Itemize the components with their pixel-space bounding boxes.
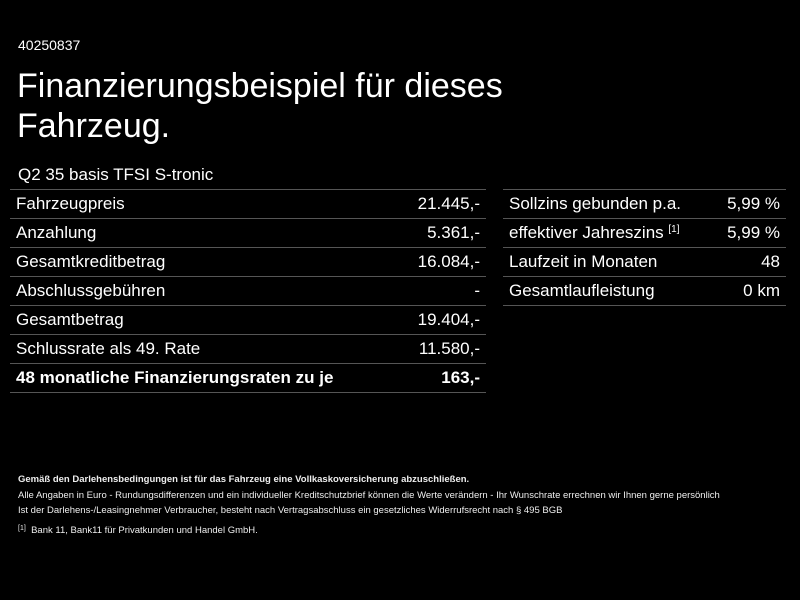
row-value: 21.445,-: [398, 189, 486, 219]
rates-table: Sollzins gebunden p.a. 5,99 % effektiver …: [503, 189, 786, 306]
footnote-text: Bank 11, Bank11 für Privatkunden und Han…: [31, 525, 258, 536]
financing-table: Fahrzeugpreis 21.445,- Anzahlung 5.361,- G…: [10, 189, 486, 393]
table-row: effektiver Jahreszins [1] 5,99 %: [503, 218, 786, 248]
table-row: Fahrzeugpreis 21.445,-: [10, 189, 486, 219]
table-row: Sollzins gebunden p.a. 5,99 %: [503, 189, 786, 219]
model-name: Q2 35 basis TFSI S-tronic: [18, 165, 214, 184]
footnote-mark: [1]: [18, 525, 26, 532]
disclaimer-line-2: Ist der Darlehens-/Leasingnehmer Verbrau…: [18, 505, 563, 516]
table-row: 48 monatliche Finanzierungsraten zu je 16…: [10, 363, 486, 393]
table-row: Anzahlung 5.361,-: [10, 218, 486, 248]
offer-id: 40250837: [18, 37, 81, 53]
row-label: 48 monatliche Finanzierungsraten zu je: [10, 363, 399, 393]
table-row: Schlussrate als 49. Rate 11.580,-: [10, 334, 486, 364]
label-text: effektiver Jahreszins: [509, 223, 664, 242]
table-row: Gesamtlaufleistung 0 km: [503, 276, 786, 306]
row-value: -: [398, 276, 486, 306]
row-value: 19.404,-: [398, 305, 486, 335]
row-label: Fahrzeugpreis: [10, 189, 399, 219]
footnote-mark: [1]: [668, 224, 680, 235]
row-label: Gesamtkreditbetrag: [10, 247, 399, 277]
row-value: 5.361,-: [398, 218, 486, 248]
row-label: Laufzeit in Monaten: [503, 247, 713, 277]
row-value: 5,99 %: [712, 189, 786, 219]
row-label: Sollzins gebunden p.a.: [503, 189, 713, 219]
row-value: 5,99 %: [712, 218, 786, 248]
row-value: 0 km: [712, 276, 786, 306]
footnote: [1] Bank 11, Bank11 für Privatkunden und…: [18, 525, 258, 536]
page-title: Finanzierungsbeispiel für dieses Fahrzeu…: [17, 67, 503, 145]
row-value: 48: [712, 247, 786, 277]
row-label: Anzahlung: [10, 218, 399, 248]
row-label: Gesamtlaufleistung: [503, 276, 713, 306]
insurance-note: Gemäß den Darlehensbedingungen ist für d…: [18, 474, 470, 485]
table-row: Gesamtkreditbetrag 16.084,-: [10, 247, 486, 277]
table-row: Laufzeit in Monaten 48: [503, 247, 786, 277]
row-label: Gesamtbetrag: [10, 305, 399, 335]
row-label: effektiver Jahreszins [1]: [503, 218, 713, 248]
table-row: Gesamtbetrag 19.404,-: [10, 305, 486, 335]
row-label: Abschlussgebühren: [10, 276, 399, 306]
row-value: 163,-: [398, 363, 486, 393]
row-value: 11.580,-: [398, 334, 486, 364]
row-label: Schlussrate als 49. Rate: [10, 334, 399, 364]
disclaimer-line-1: Alle Angaben in Euro - Rundungsdifferenz…: [18, 490, 720, 501]
table-row: Abschlussgebühren -: [10, 276, 486, 306]
row-value: 16.084,-: [398, 247, 486, 277]
